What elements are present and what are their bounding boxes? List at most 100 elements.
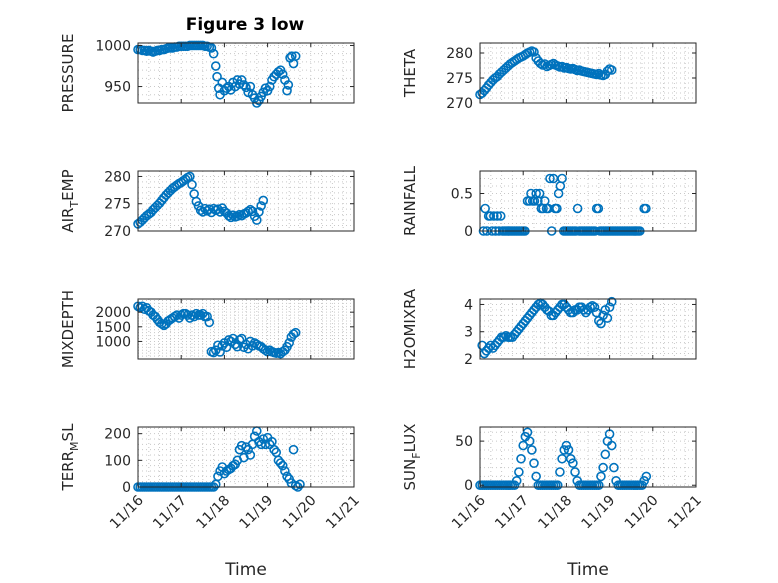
y-axis-label-subscript: M bbox=[68, 441, 81, 451]
data-point bbox=[557, 173, 567, 184]
y-tick-label: 0 bbox=[464, 224, 473, 240]
data-point bbox=[529, 47, 539, 57]
data-point bbox=[593, 203, 604, 214]
data-point bbox=[570, 467, 580, 477]
y-tick-label: 275 bbox=[104, 197, 131, 213]
data-point bbox=[641, 471, 652, 482]
data-point bbox=[212, 71, 222, 82]
y-tick-label: 3 bbox=[464, 325, 473, 341]
data-point bbox=[606, 65, 617, 75]
data-point bbox=[480, 203, 490, 214]
data-point bbox=[606, 296, 617, 307]
y-tick-label: 50 bbox=[455, 434, 473, 450]
data-point bbox=[606, 440, 617, 451]
data-point bbox=[234, 335, 245, 345]
x-axis-label: Time bbox=[224, 560, 267, 580]
y-tick-label: 100 bbox=[104, 453, 131, 469]
data-point bbox=[275, 458, 286, 468]
data-point bbox=[239, 80, 249, 90]
y-tick-label: 270 bbox=[104, 224, 131, 240]
data-point bbox=[258, 195, 269, 206]
data-point bbox=[495, 211, 506, 221]
data-point bbox=[208, 347, 219, 358]
data-point bbox=[596, 471, 606, 482]
data-point bbox=[208, 48, 219, 59]
subplot-theta: 270 275 280 THETA bbox=[401, 42, 697, 112]
data-point bbox=[288, 329, 299, 339]
y-tick-label: 2000 bbox=[95, 305, 131, 321]
data-point bbox=[602, 313, 613, 323]
data-point bbox=[589, 302, 600, 312]
data-point bbox=[169, 311, 180, 322]
data-point bbox=[284, 338, 295, 348]
data-point bbox=[295, 479, 305, 490]
data-point bbox=[195, 310, 206, 320]
data-point bbox=[221, 83, 232, 94]
data-point bbox=[604, 302, 615, 312]
axes-box bbox=[479, 298, 697, 360]
data-point bbox=[269, 444, 279, 455]
axes-box bbox=[479, 426, 697, 488]
y-axis-label: H2OMIXRA bbox=[401, 288, 419, 369]
y-tick-label: 1000 bbox=[95, 38, 131, 54]
data-point bbox=[593, 480, 604, 491]
axes-box bbox=[137, 170, 355, 232]
data-point bbox=[210, 61, 221, 71]
y-tick-label: 1500 bbox=[95, 320, 131, 336]
subplot-pressure: 950 1000 PRESSURE bbox=[59, 34, 355, 113]
axes-box bbox=[137, 42, 355, 104]
y-tick-label: 4 bbox=[464, 297, 473, 313]
data-point bbox=[557, 61, 567, 72]
plot-area bbox=[138, 171, 354, 231]
data-point bbox=[531, 471, 541, 482]
data-point bbox=[213, 204, 223, 214]
data-point bbox=[202, 311, 212, 322]
y-axis-label-text: LUX bbox=[401, 424, 419, 453]
data-point bbox=[277, 69, 288, 80]
data-point bbox=[277, 460, 288, 471]
data-point bbox=[518, 440, 529, 451]
data-point bbox=[206, 43, 217, 53]
data-point bbox=[545, 173, 555, 184]
y-axis-label-subscript: T bbox=[68, 201, 81, 209]
data-point bbox=[288, 444, 299, 455]
data-point bbox=[204, 317, 215, 328]
data-point bbox=[552, 480, 563, 491]
data-point bbox=[283, 80, 294, 90]
y-axis-label: TERRMSL bbox=[59, 423, 81, 492]
y-axis-label-text: SL bbox=[59, 423, 77, 442]
data-point bbox=[492, 211, 503, 221]
data-point bbox=[232, 211, 243, 222]
data-point bbox=[254, 207, 264, 217]
y-axis-label: PRESSURE bbox=[59, 34, 77, 113]
y-tick-label: 0 bbox=[464, 478, 473, 494]
data-point bbox=[598, 462, 608, 473]
data-point bbox=[602, 66, 613, 76]
y-tick-label: 280 bbox=[446, 46, 473, 62]
data-point bbox=[572, 203, 583, 214]
y-axis-label-text: TERR bbox=[59, 451, 77, 492]
y-tick-label: 280 bbox=[104, 169, 131, 185]
data-point bbox=[516, 453, 526, 464]
data-point bbox=[245, 450, 256, 460]
data-point bbox=[243, 206, 253, 217]
data-point bbox=[290, 327, 301, 338]
y-axis-label-text: SUN bbox=[401, 459, 419, 491]
data-point bbox=[260, 345, 271, 356]
data-point bbox=[282, 471, 292, 482]
axes-box bbox=[137, 426, 355, 488]
y-axis-label-subscript: F bbox=[410, 452, 423, 458]
data-point bbox=[641, 203, 651, 214]
data-point bbox=[514, 467, 524, 477]
data-point bbox=[280, 466, 290, 476]
data-point bbox=[534, 188, 545, 199]
data-point bbox=[245, 204, 256, 215]
y-axis-label: MIXDEPTH bbox=[59, 290, 77, 368]
data-point bbox=[264, 81, 275, 92]
data-point bbox=[527, 445, 537, 455]
subplot-h2omixra: 2 3 4 H2OMIXRA bbox=[401, 288, 697, 369]
figure-title: Figure 3 low bbox=[186, 15, 305, 35]
